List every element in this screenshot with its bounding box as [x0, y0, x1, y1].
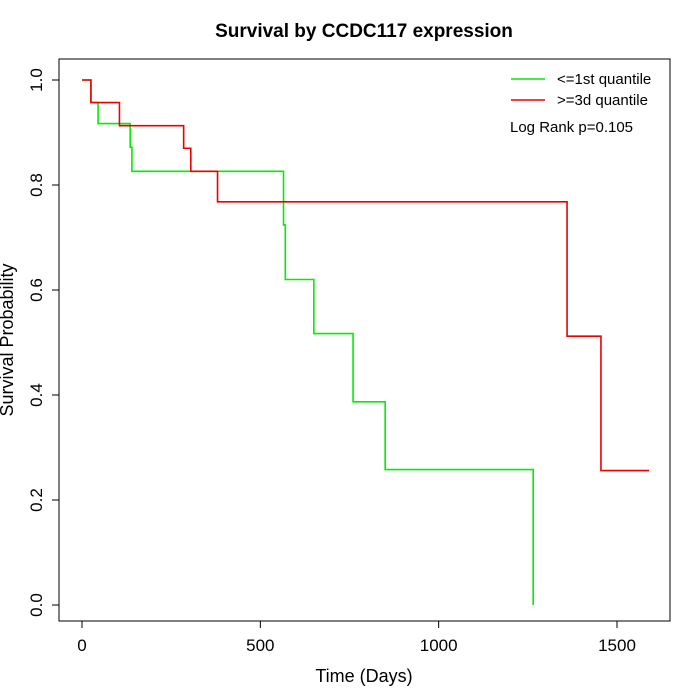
x-axis: 0 500 1000 1500 — [77, 620, 636, 655]
y-tick-label: 0.4 — [27, 383, 46, 407]
y-tick-label: 0.6 — [27, 278, 46, 302]
x-tick-label: 0 — [77, 636, 86, 655]
y-tick-label: 0.2 — [27, 488, 46, 512]
x-axis-label: Time (Days) — [315, 666, 412, 686]
y-axis-label: Survival Probability — [0, 263, 17, 416]
y-tick-label: 0.8 — [27, 173, 46, 197]
x-tick-label: 1500 — [598, 636, 636, 655]
legend-label: >=3d quantile — [557, 92, 648, 109]
log-rank-annotation: Log Rank p=0.105 — [510, 119, 633, 136]
chart-title: Survival by CCDC117 expression — [215, 21, 513, 42]
legend-label: <=1st quantile — [557, 71, 651, 88]
x-tick-label: 1000 — [420, 636, 458, 655]
y-tick-label: 1.0 — [27, 68, 46, 92]
y-tick-label: 0.0 — [27, 593, 46, 617]
x-tick-label: 500 — [246, 636, 274, 655]
series-line-1 — [82, 79, 650, 472]
series-line-0 — [82, 79, 534, 605]
legend: <=1st quantile >=3d quantile — [511, 71, 651, 109]
y-axis: 0.0 0.2 0.4 0.6 0.8 1.0 — [27, 68, 60, 617]
series-layer — [82, 79, 650, 605]
